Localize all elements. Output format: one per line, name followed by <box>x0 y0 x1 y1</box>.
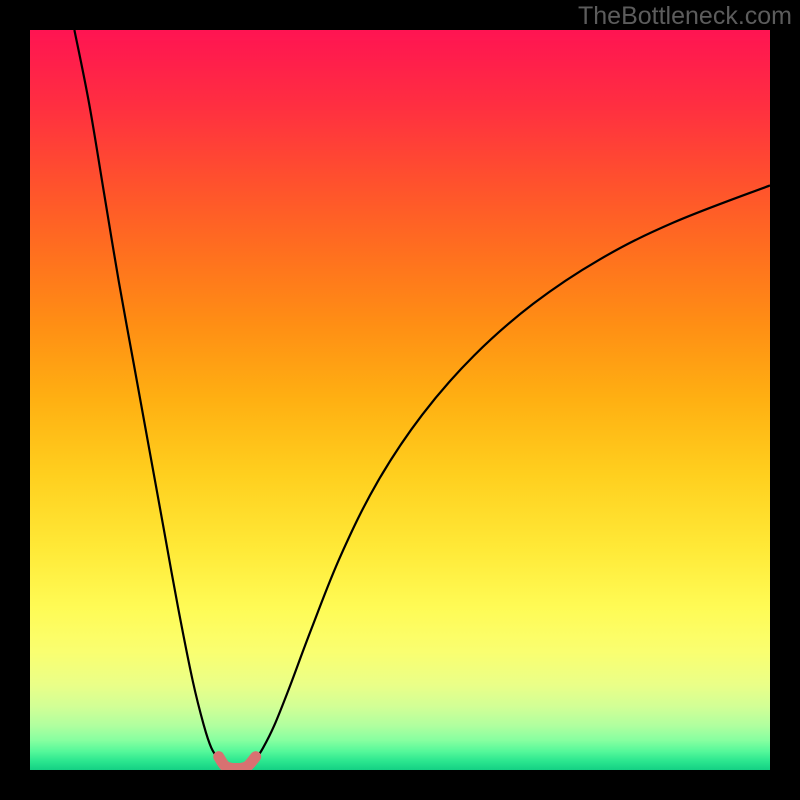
watermark-text: TheBottleneck.com <box>578 2 792 31</box>
bottleneck-curve <box>74 30 770 769</box>
chart-svg <box>0 0 800 800</box>
optimal-range-marker <box>219 757 256 769</box>
